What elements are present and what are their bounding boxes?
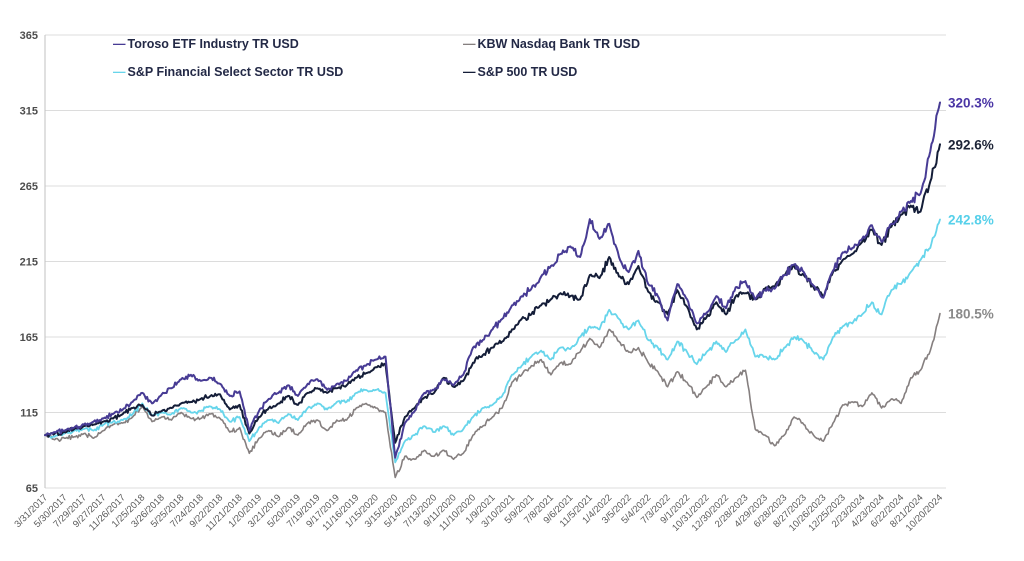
legend-label: KBW Nasdaq Bank TR USD xyxy=(477,37,641,51)
end-value-kbw-nasdaq-bank: 180.5% xyxy=(948,307,994,322)
legend-swatch-sp500: — xyxy=(463,65,476,79)
y-tick-label: 215 xyxy=(20,257,38,269)
series-line-toroso-etf-industry xyxy=(44,101,941,459)
y-tick-label: 115 xyxy=(20,408,38,420)
y-tick-label: 165 xyxy=(20,332,38,344)
end-value-sp500: 292.6% xyxy=(948,137,994,152)
legend-swatch-toroso-etf-industry: — xyxy=(113,37,126,51)
legend-item-sp500: — S&P 500 TR USD xyxy=(463,65,640,80)
y-tick-label: 315 xyxy=(20,106,38,118)
legend-label: S&P Financial Select Sector TR USD xyxy=(127,65,344,79)
series-line-kbw-nasdaq-bank xyxy=(44,312,941,479)
series-line-sp500 xyxy=(44,143,941,444)
y-tick-label: 365 xyxy=(20,30,38,42)
legend-item-kbw-nasdaq-bank: — KBW Nasdaq Bank TR USD xyxy=(463,37,640,52)
legend-item-toroso-etf-industry: — Toroso ETF Industry TR USD xyxy=(113,37,463,52)
legend-swatch-kbw-nasdaq-bank: — xyxy=(463,37,476,51)
legend-label: Toroso ETF Industry TR USD xyxy=(127,37,299,51)
end-value-sp-financial-select: 242.8% xyxy=(948,213,994,228)
y-tick-label: 265 xyxy=(20,181,38,193)
y-tick-label: 65 xyxy=(26,483,38,495)
legend-item-sp-financial-select: — S&P Financial Select Sector TR USD xyxy=(113,65,463,80)
legend: — Toroso ETF Industry TR USD — KBW Nasdaq B… xyxy=(113,37,640,80)
legend-label: S&P 500 TR USD xyxy=(477,65,578,79)
series-line-sp-financial-select xyxy=(44,218,941,464)
legend-swatch-sp-financial-select: — xyxy=(113,65,126,79)
end-value-toroso-etf-industry: 320.3% xyxy=(948,96,994,111)
